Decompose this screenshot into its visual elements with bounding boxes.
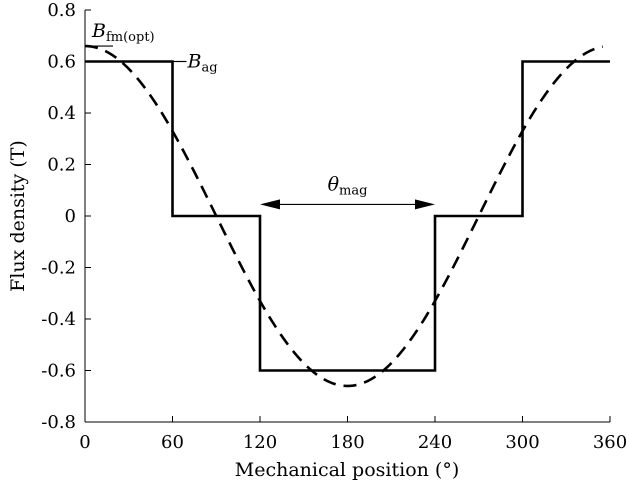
x-tick-label-240: 240	[418, 432, 452, 453]
x-axis-title: Mechanical position (°)	[235, 459, 459, 481]
x-tick-label-60: 60	[161, 432, 184, 453]
y-tick-label-0.6: 0.6	[47, 52, 76, 73]
bag-label-main: B	[187, 51, 202, 73]
theta-mag-arrowhead-right	[415, 199, 435, 210]
y-tick-label--0.2: -0.2	[41, 258, 76, 279]
bag-label-sub: ag	[201, 61, 217, 76]
x-tick-label-180: 180	[330, 432, 364, 453]
theta-mag-label-main: θ	[328, 173, 340, 195]
y-tick-label-0.4: 0.4	[47, 103, 76, 124]
axes	[84, 10, 610, 423]
series-group	[84, 44, 610, 388]
y-ticks: 0.8 0.6 0.4 0.2 0 -0.2 -0.4 -0.6 -0.8	[41, 0, 91, 433]
bfm-label: Bfm(opt)	[91, 20, 155, 45]
x-tick-label-0: 0	[79, 432, 90, 453]
theta-mag-arrowhead-left	[260, 199, 280, 210]
theta-mag-label: θmag	[328, 173, 368, 198]
theta-mag-label-sub: mag	[339, 183, 367, 198]
y-tick-label--0.8: -0.8	[41, 412, 76, 433]
y-tick-label-0.2: 0.2	[47, 155, 76, 176]
y-axis-title: Flux density (T)	[7, 140, 29, 292]
fundamental-flux-dashed-curve	[84, 44, 603, 388]
x-tick-label-120: 120	[243, 432, 277, 453]
y-tick-label-0: 0	[65, 206, 76, 227]
y-tick-label--0.6: -0.6	[41, 361, 76, 382]
x-tick-label-300: 300	[505, 432, 539, 453]
y-tick-label--0.4: -0.4	[41, 309, 76, 330]
y-tick-label-0.8: 0.8	[47, 0, 76, 21]
x-ticks: 0 60 120 180 240 300 360	[79, 416, 626, 453]
bag-label: Bag	[187, 51, 218, 76]
x-tick-label-360: 360	[593, 432, 626, 453]
air-gap-flux-step-line	[85, 60, 610, 372]
bfm-label-main: B	[91, 20, 106, 42]
bfm-label-sub: fm(opt)	[106, 30, 155, 45]
